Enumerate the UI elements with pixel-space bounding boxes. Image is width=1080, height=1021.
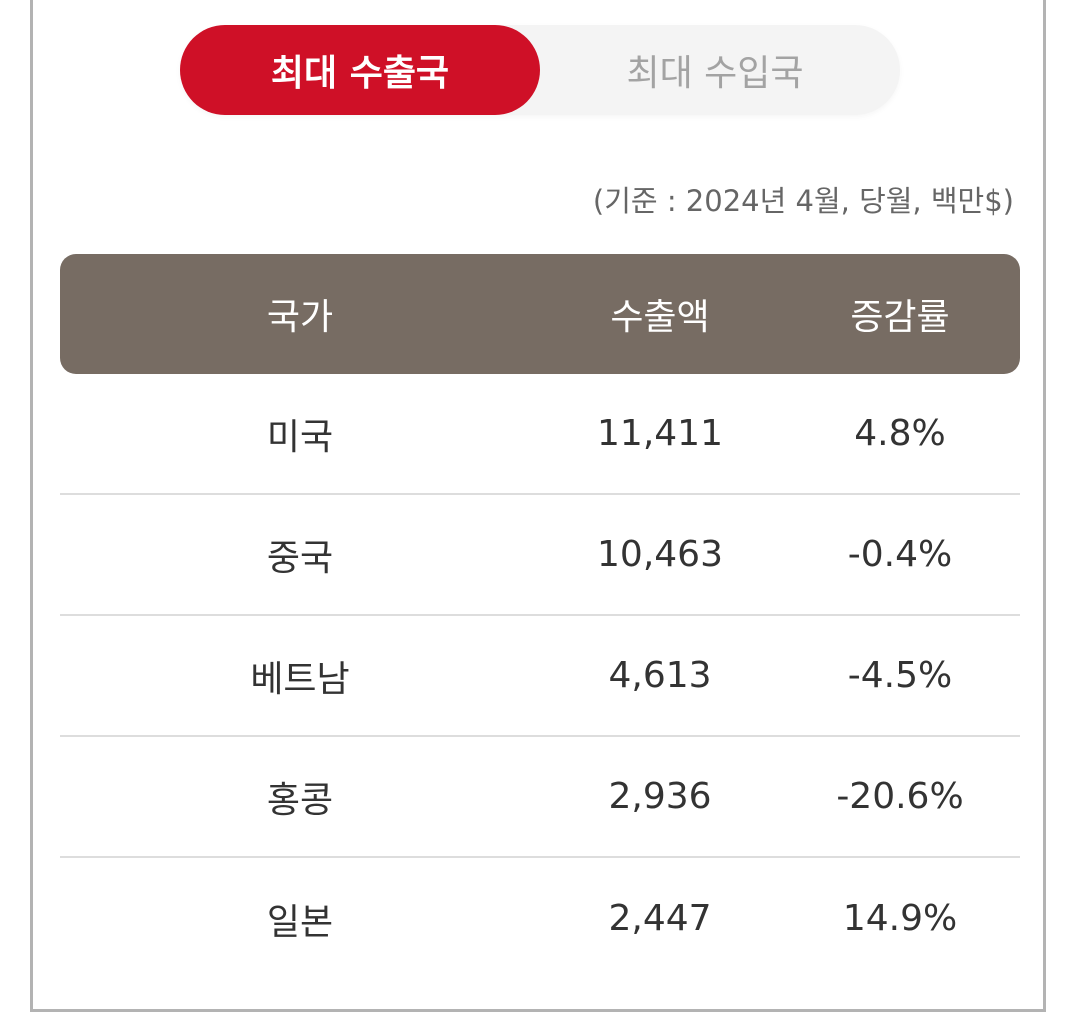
- header-change-rate: 증감률: [850, 297, 950, 338]
- header-export-amount: 수출액: [610, 297, 710, 338]
- cell-export-amount: 11,411: [597, 413, 723, 454]
- table-header: 국가 수출액 증감률: [60, 254, 1020, 374]
- cell-country: 중국: [266, 537, 334, 579]
- cell-change-rate: -20.6%: [836, 776, 964, 817]
- table-row: 일본 2,447 14.9%: [60, 858, 1020, 979]
- table-row: 미국 11,411 4.8%: [60, 374, 1020, 495]
- cell-country: 일본: [266, 901, 334, 943]
- table-row: 홍콩 2,936 -20.6%: [60, 737, 1020, 858]
- tab-top-import[interactable]: 최대 수입국: [626, 53, 804, 94]
- cell-export-amount: 10,463: [597, 534, 723, 575]
- content-frame: [30, 0, 1046, 1012]
- cell-country: 미국: [266, 416, 334, 458]
- cell-change-rate: -0.4%: [847, 534, 953, 575]
- tab-top-export[interactable]: 최대 수출국: [180, 25, 540, 115]
- cell-change-rate: 14.9%: [842, 898, 958, 939]
- basis-note: (기준 : 2024년 4월, 당월, 백만$): [592, 184, 1014, 218]
- cell-export-amount: 2,447: [608, 898, 712, 939]
- cell-change-rate: 4.8%: [854, 413, 946, 454]
- cell-export-amount: 2,936: [608, 776, 712, 817]
- cell-change-rate: -4.5%: [847, 655, 953, 696]
- table-row: 베트남 4,613 -4.5%: [60, 616, 1020, 737]
- table-row: 중국 10,463 -0.4%: [60, 495, 1020, 616]
- cell-country: 베트남: [250, 658, 350, 700]
- export-table: 국가 수출액 증감률 미국 11,411 4.8% 중국 10,463 -0.4…: [60, 254, 1020, 979]
- cell-country: 홍콩: [266, 779, 334, 821]
- cell-export-amount: 4,613: [608, 655, 712, 696]
- country-type-toggle: 최대 수출국 최대 수입국: [180, 25, 900, 115]
- header-country: 국가: [266, 297, 334, 338]
